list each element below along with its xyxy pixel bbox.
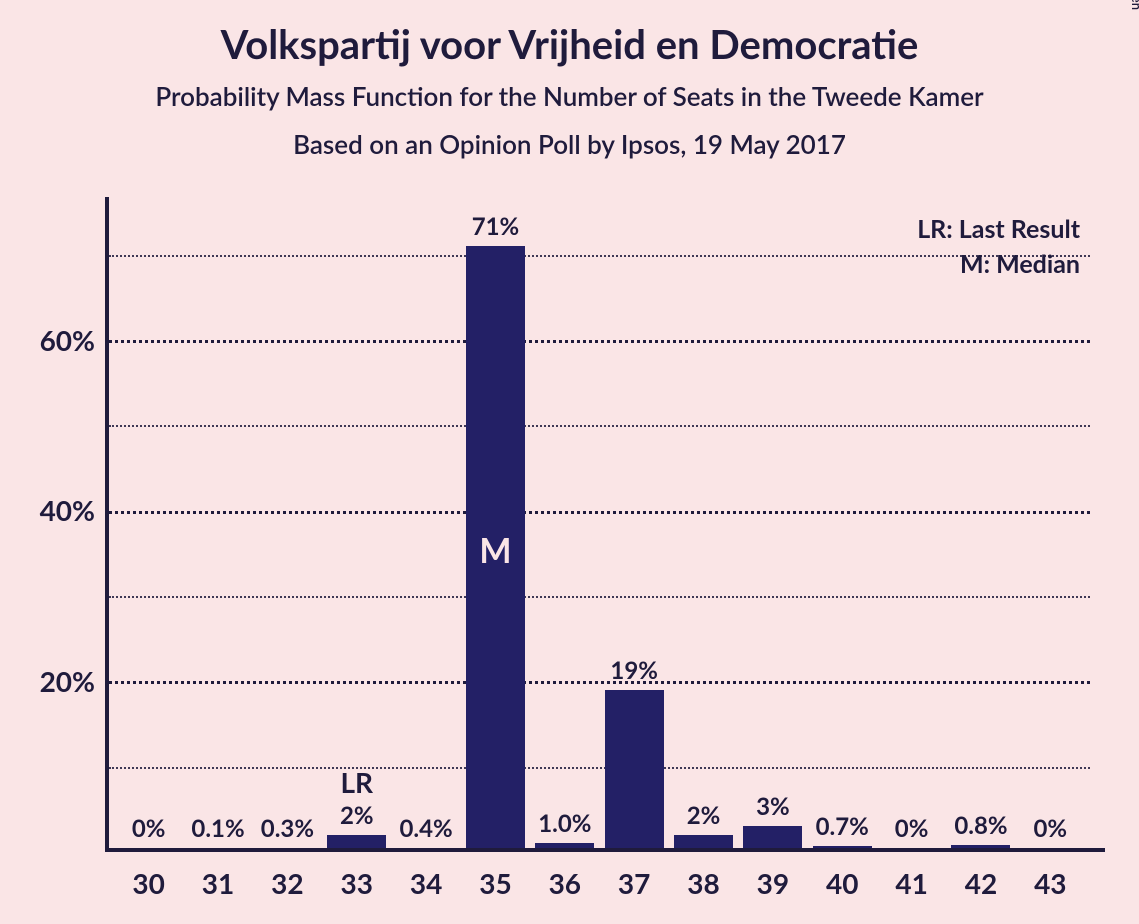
x-tick-label: 38 <box>664 866 744 900</box>
bar-value-label: 71% <box>455 212 535 241</box>
bar-value-label: 19% <box>594 656 674 685</box>
y-axis-line <box>105 197 109 852</box>
x-tick-label: 35 <box>455 866 535 900</box>
bar-value-label: 3% <box>733 792 813 821</box>
bar-median-label: M <box>466 530 525 571</box>
bar-value-label: 0.1% <box>178 814 258 843</box>
bar-value-label: 0% <box>109 814 189 843</box>
bar-value-label: 1.0% <box>525 809 605 838</box>
x-tick-label: 34 <box>386 866 466 900</box>
x-tick-label: 30 <box>109 866 189 900</box>
plot-area: 20%40%60%30313233343536373839404142430%0… <box>105 212 1090 852</box>
bar-value-label: 0% <box>1010 814 1090 843</box>
legend-last-result: LR: Last Result <box>917 214 1080 244</box>
bar-value-label: 0% <box>872 814 952 843</box>
x-axis-line <box>105 848 1105 852</box>
x-tick-label: 37 <box>594 866 674 900</box>
x-tick-label: 32 <box>247 866 327 900</box>
bar <box>535 843 594 848</box>
x-tick-label: 41 <box>872 866 952 900</box>
x-tick-label: 36 <box>525 866 605 900</box>
bar-value-label: 2% <box>664 801 744 830</box>
y-tick-label: 40% <box>5 493 95 527</box>
x-tick-label: 43 <box>1010 866 1090 900</box>
x-tick-label: 40 <box>802 866 882 900</box>
bar-value-label: 0.3% <box>247 814 327 843</box>
chart-subtitle-1: Probability Mass Function for the Number… <box>0 80 1139 112</box>
bar-value-label: 0.7% <box>802 812 882 841</box>
legend-median: M: Median <box>960 249 1080 279</box>
chart-title: Volkspartij voor Vrijheid en Democratie <box>0 20 1139 68</box>
grid-major-line <box>109 511 1090 514</box>
chart-canvas: Volkspartij voor Vrijheid en Democratie … <box>0 0 1139 924</box>
bar <box>605 690 664 848</box>
x-tick-label: 31 <box>178 866 258 900</box>
y-tick-label: 20% <box>5 664 95 698</box>
bar <box>674 835 733 848</box>
bar-value-label: 0.4% <box>386 814 466 843</box>
bar <box>327 835 386 848</box>
grid-major-line <box>109 340 1090 343</box>
bar-value-label: 0.8% <box>941 811 1021 840</box>
copyright-text: © 2020 Filip van Laenen <box>1129 0 1139 10</box>
bar <box>743 826 802 848</box>
x-tick-label: 39 <box>733 866 813 900</box>
grid-minor-line <box>109 255 1090 257</box>
x-tick-label: 33 <box>317 866 397 900</box>
bar <box>813 846 872 848</box>
y-tick-label: 60% <box>5 323 95 357</box>
bar <box>951 845 1010 848</box>
bar-annotation: LR <box>317 765 397 799</box>
x-tick-label: 42 <box>941 866 1021 900</box>
grid-minor-line <box>109 767 1090 769</box>
grid-minor-line <box>109 596 1090 598</box>
bar-value-label: 2% <box>317 801 397 830</box>
chart-subtitle-2: Based on an Opinion Poll by Ipsos, 19 Ma… <box>0 128 1139 160</box>
grid-minor-line <box>109 425 1090 427</box>
